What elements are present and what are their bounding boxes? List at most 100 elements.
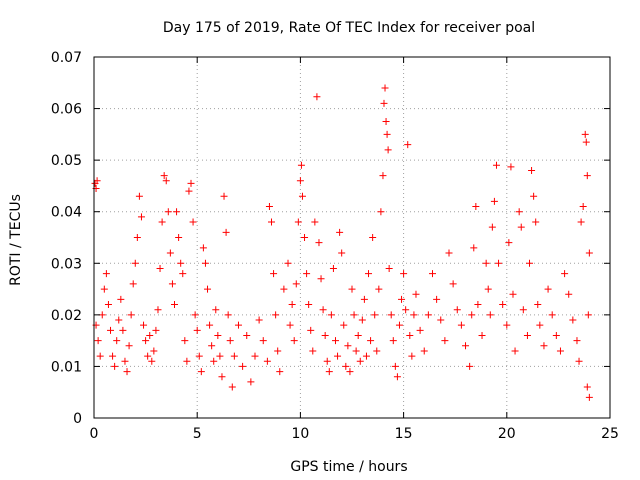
data-point (385, 264, 393, 272)
data-point (162, 177, 170, 185)
data-point (582, 138, 590, 146)
data-point (263, 357, 271, 365)
data-point (307, 326, 315, 334)
x-tick-label: 0 (90, 426, 99, 442)
data-point (478, 331, 486, 339)
data-point (362, 352, 370, 360)
data-point (530, 192, 538, 200)
data-point (505, 239, 513, 247)
data-point (94, 337, 102, 345)
y-tick-label: 0.07 (51, 50, 82, 66)
y-tick-label: 0.02 (51, 308, 82, 324)
data-point (579, 203, 587, 211)
data-point (323, 357, 331, 365)
data-point (298, 192, 306, 200)
data-point (342, 362, 350, 370)
data-point (424, 311, 432, 319)
data-point (286, 321, 294, 329)
data-point (466, 362, 474, 370)
data-point (179, 270, 187, 278)
data-point (230, 352, 238, 360)
data-point (224, 311, 232, 319)
data-point (313, 93, 321, 101)
data-point (276, 368, 284, 376)
data-point (449, 280, 457, 288)
data-point (346, 368, 354, 376)
data-point (166, 249, 174, 257)
data-point (453, 306, 461, 314)
data-point (274, 347, 282, 355)
data-point (556, 347, 564, 355)
x-tick-label: 20 (498, 426, 516, 442)
data-point (100, 285, 108, 293)
x-tick-label: 5 (193, 426, 202, 442)
data-point (336, 228, 344, 236)
data-point (367, 337, 375, 345)
y-tick-label: 0.05 (51, 153, 82, 169)
data-point (154, 306, 162, 314)
data-point (102, 270, 110, 278)
data-point (164, 208, 172, 216)
data-point (93, 177, 101, 185)
data-point (344, 342, 352, 350)
data-point (309, 347, 317, 355)
data-point (389, 337, 397, 345)
data-point (152, 326, 160, 334)
data-point (380, 99, 388, 107)
data-point (416, 326, 424, 334)
data-point (393, 373, 401, 381)
data-point (360, 295, 368, 303)
data-point (517, 223, 525, 231)
data-point (565, 290, 573, 298)
data-point (195, 352, 203, 360)
data-point (173, 208, 181, 216)
data-point (206, 321, 214, 329)
y-tick-label: 0.06 (51, 102, 82, 118)
data-point (486, 311, 494, 319)
data-point (321, 331, 329, 339)
plot-frame (93, 56, 611, 419)
data-point (292, 280, 300, 288)
data-point (534, 301, 542, 309)
data-point (437, 316, 445, 324)
data-point (288, 301, 296, 309)
data-point (474, 301, 482, 309)
data-point (220, 192, 228, 200)
data-point (140, 321, 148, 329)
data-point (127, 311, 135, 319)
data-point (247, 378, 255, 386)
data-point (121, 357, 129, 365)
data-point (284, 259, 292, 267)
data-point (406, 331, 414, 339)
data-point (301, 234, 309, 241)
data-point (340, 321, 348, 329)
data-point (526, 259, 534, 267)
data-point (193, 326, 201, 334)
data-point (181, 337, 189, 345)
data-point (104, 301, 112, 309)
data-point (358, 316, 366, 324)
data-point (305, 301, 313, 309)
data-point (499, 301, 507, 309)
data-point (573, 337, 581, 345)
data-point (185, 187, 193, 195)
data-point (585, 249, 593, 257)
data-point (507, 163, 515, 171)
tick-labels: 0 5 10 15 20 25 0 0.01 0.02 0.03 0.04 0.05 0.06 0.07 (51, 50, 619, 442)
data-point (243, 331, 251, 339)
data-point (348, 285, 356, 293)
data-point (536, 321, 544, 329)
y-tick-label: 0 (73, 411, 82, 427)
data-point (111, 362, 119, 370)
data-point (585, 393, 593, 401)
grid-lines (94, 57, 610, 418)
data-point (584, 311, 592, 319)
data-point (331, 337, 339, 345)
data-point (199, 244, 207, 252)
data-point (327, 311, 335, 319)
data-point (577, 218, 585, 226)
data-point (315, 239, 323, 247)
data-point (552, 331, 560, 339)
